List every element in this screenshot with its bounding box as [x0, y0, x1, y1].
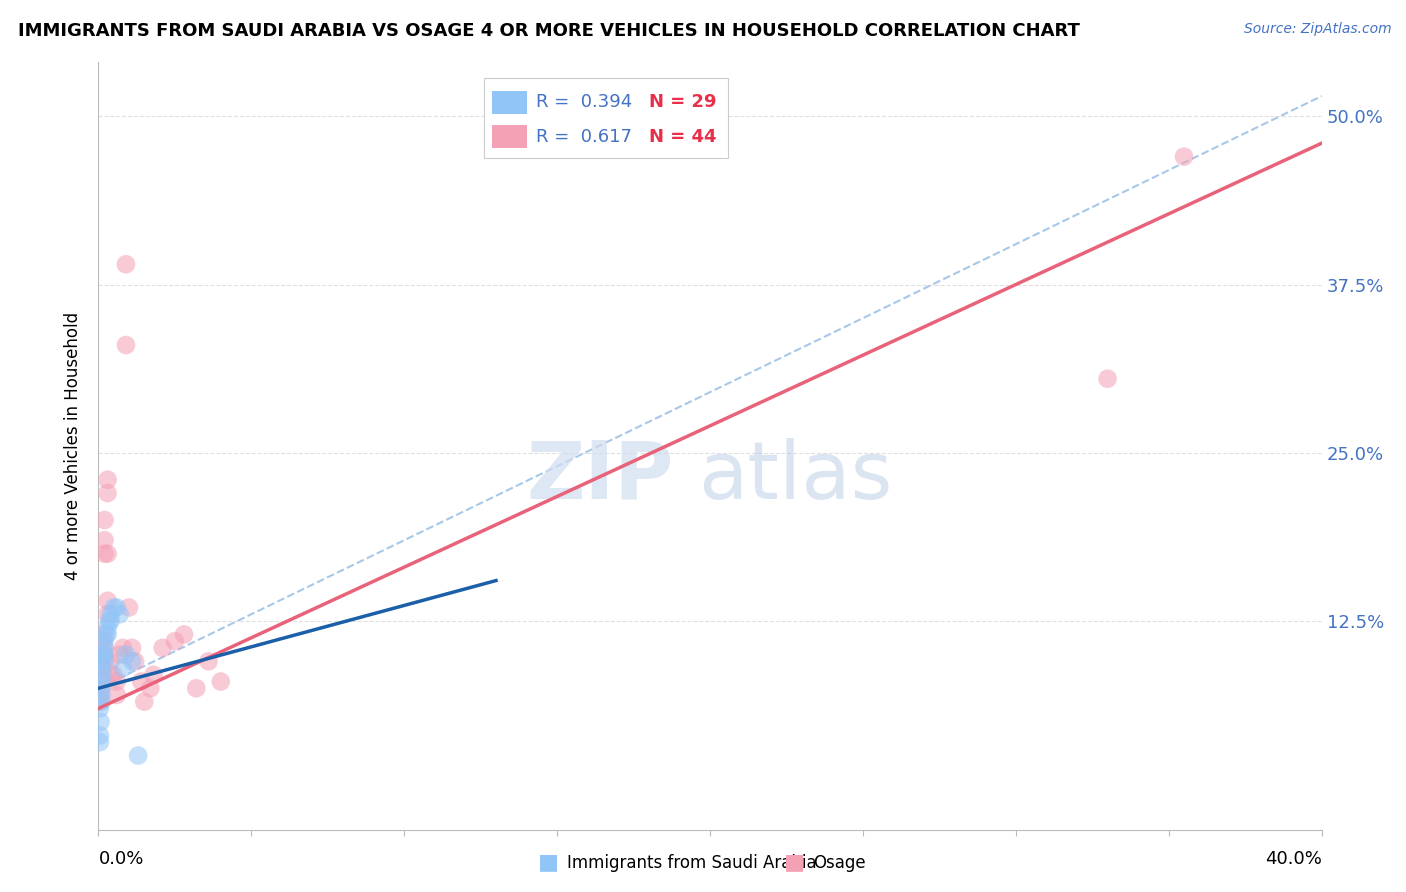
Point — [118, 600, 141, 615]
Point — [91, 627, 114, 641]
Text: 0.0%: 0.0% — [98, 850, 143, 868]
Text: Immigrants from Saudi Arabia: Immigrants from Saudi Arabia — [567, 855, 817, 872]
Text: Osage: Osage — [813, 855, 865, 872]
Point — [93, 654, 115, 668]
Point — [103, 667, 125, 681]
Point — [139, 681, 162, 696]
Point — [91, 634, 114, 648]
Point — [100, 654, 122, 668]
Point — [127, 748, 149, 763]
Point — [142, 667, 165, 681]
Point — [90, 661, 112, 675]
Point — [97, 607, 120, 622]
Point — [89, 728, 111, 742]
Point — [1097, 372, 1119, 386]
Text: IMMIGRANTS FROM SAUDI ARABIA VS OSAGE 4 OR MORE VEHICLES IN HOUSEHOLD CORRELATIO: IMMIGRANTS FROM SAUDI ARABIA VS OSAGE 4 … — [18, 22, 1080, 40]
Point — [152, 640, 174, 655]
Point — [89, 688, 111, 702]
Point — [90, 714, 112, 729]
Point — [100, 607, 122, 622]
Point — [173, 627, 195, 641]
Point — [89, 695, 111, 709]
Point — [93, 640, 115, 655]
Text: ■: ■ — [538, 853, 558, 872]
Point — [93, 533, 115, 548]
Text: atlas: atlas — [697, 438, 893, 516]
Point — [108, 648, 131, 662]
Point — [93, 640, 115, 655]
Point — [90, 681, 112, 696]
Point — [93, 634, 115, 648]
Point — [115, 648, 138, 662]
Text: N = 44: N = 44 — [648, 128, 717, 146]
Text: N = 29: N = 29 — [648, 94, 717, 112]
Point — [93, 654, 115, 668]
Text: ZIP: ZIP — [526, 438, 673, 516]
Point — [97, 621, 120, 635]
Point — [100, 667, 122, 681]
Point — [89, 735, 111, 749]
Point — [111, 661, 134, 675]
Point — [90, 661, 112, 675]
Text: R =  0.617: R = 0.617 — [536, 128, 633, 146]
Point — [90, 695, 112, 709]
Point — [89, 701, 111, 715]
Point — [134, 695, 156, 709]
Y-axis label: 4 or more Vehicles in Household: 4 or more Vehicles in Household — [65, 312, 83, 580]
Text: ■: ■ — [785, 853, 804, 872]
Point — [90, 681, 112, 696]
Point — [108, 607, 131, 622]
Point — [98, 614, 121, 628]
Point — [90, 688, 112, 702]
Point — [115, 338, 138, 352]
Point — [90, 648, 112, 662]
Point — [1173, 150, 1195, 164]
FancyBboxPatch shape — [492, 91, 527, 114]
Point — [97, 547, 120, 561]
Point — [90, 654, 112, 668]
Point — [121, 654, 143, 668]
Point — [103, 600, 125, 615]
Text: 40.0%: 40.0% — [1265, 850, 1322, 868]
Point — [90, 667, 112, 681]
Point — [94, 627, 117, 641]
Point — [115, 257, 138, 271]
Point — [97, 486, 120, 500]
Point — [93, 648, 115, 662]
Point — [197, 654, 219, 668]
Point — [105, 688, 128, 702]
Point — [111, 640, 134, 655]
Text: Source: ZipAtlas.com: Source: ZipAtlas.com — [1244, 22, 1392, 37]
Point — [163, 634, 186, 648]
Point — [91, 648, 114, 662]
Point — [93, 513, 115, 527]
FancyBboxPatch shape — [484, 78, 728, 158]
Point — [90, 654, 112, 668]
Point — [105, 600, 128, 615]
Point — [129, 674, 152, 689]
Point — [93, 648, 115, 662]
Point — [100, 614, 122, 628]
Point — [90, 674, 112, 689]
Point — [97, 473, 120, 487]
Point — [91, 667, 114, 681]
Point — [97, 627, 120, 641]
Point — [105, 674, 128, 689]
Point — [93, 547, 115, 561]
Point — [121, 640, 143, 655]
Point — [209, 674, 232, 689]
Point — [186, 681, 208, 696]
Text: R =  0.394: R = 0.394 — [536, 94, 633, 112]
Point — [97, 594, 120, 608]
Point — [124, 654, 146, 668]
FancyBboxPatch shape — [492, 126, 527, 148]
